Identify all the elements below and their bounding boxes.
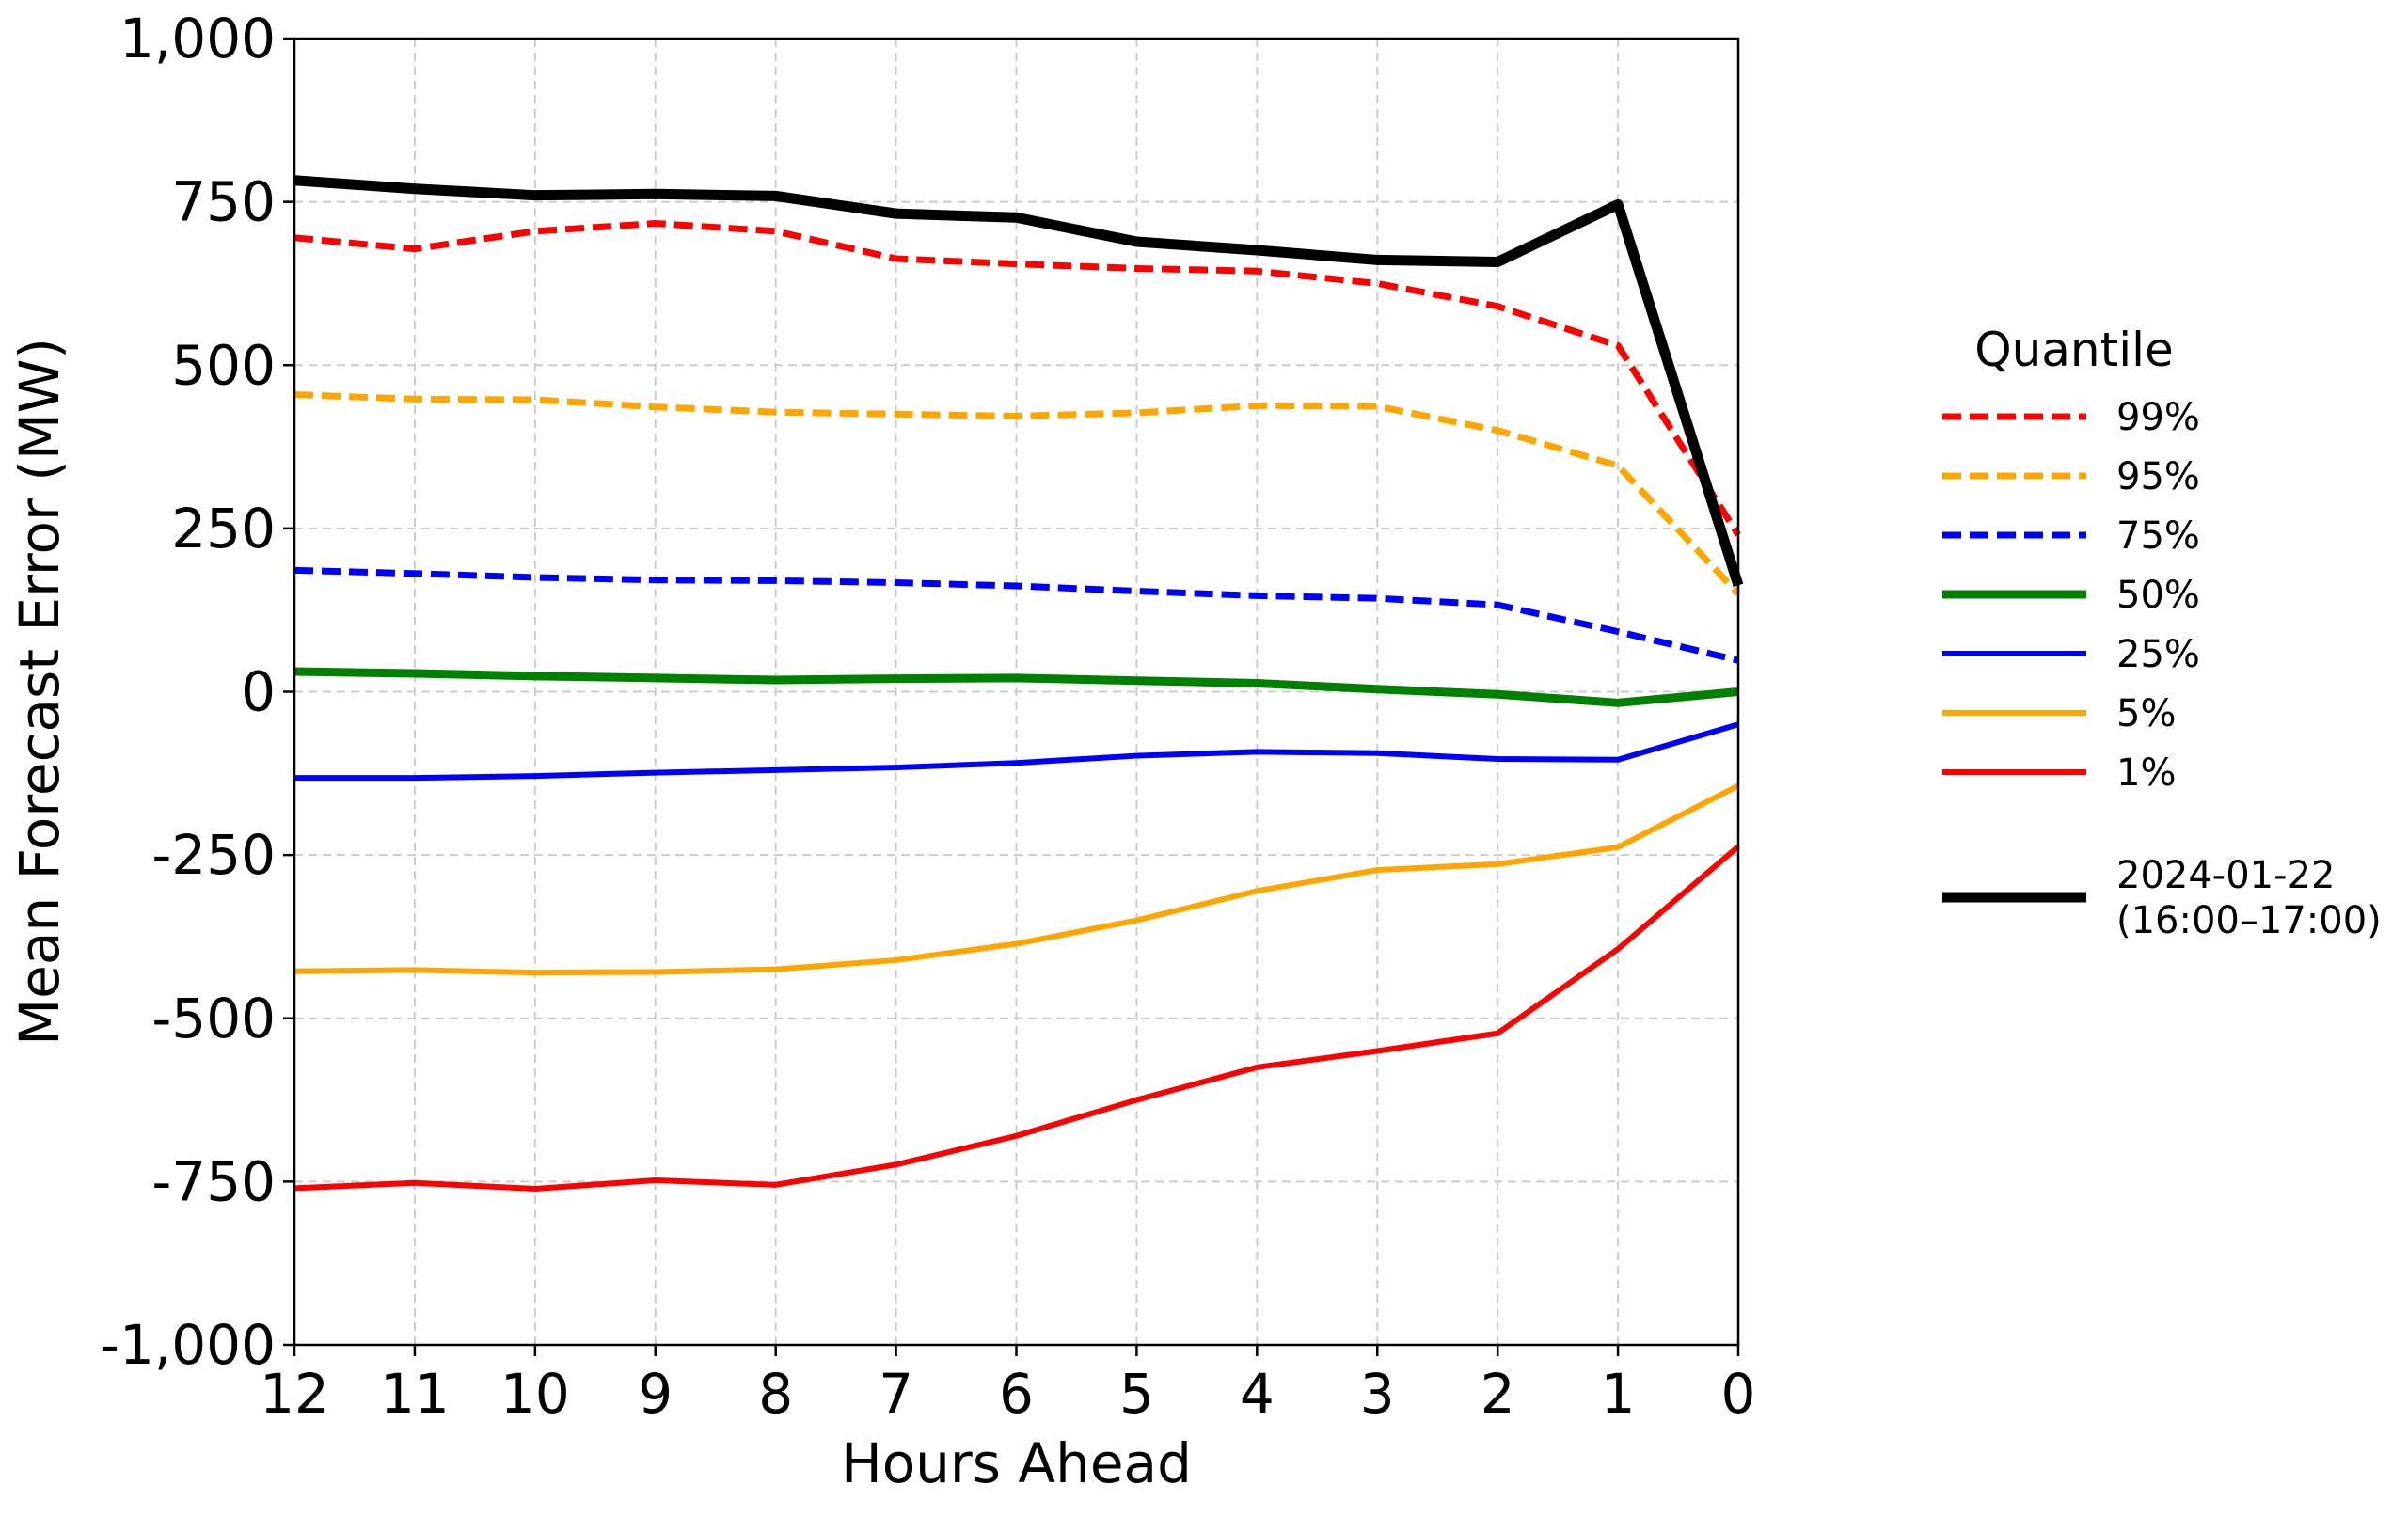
x-tick-label: 7 <box>879 1362 913 1426</box>
legend-label-0: 99% <box>2116 396 2200 439</box>
y-tick-label: -500 <box>151 987 276 1051</box>
y-axis-label: Mean Forecast Error (MW) <box>8 338 71 1046</box>
x-tick-label: 3 <box>1360 1362 1395 1426</box>
series-line-2 <box>293 566 1739 664</box>
series-line-0 <box>293 220 1741 537</box>
x-tick-label: 0 <box>1721 1362 1756 1426</box>
series-line-3 <box>293 667 1739 707</box>
legend-label-6: 1% <box>2116 751 2176 795</box>
x-tick-label: 1 <box>1601 1362 1636 1426</box>
y-tick-label: 500 <box>171 333 276 397</box>
legend-title: Quantile <box>1974 323 2174 377</box>
y-tick-label: -250 <box>151 823 276 887</box>
x-tick-label: 6 <box>999 1362 1034 1426</box>
x-axis: 12 11 10 9 8 7 6 5 4 3 2 1 0 <box>260 1345 1755 1426</box>
x-tick-label: 4 <box>1240 1362 1275 1426</box>
series-lines <box>293 175 1744 1193</box>
y-tick-label: 0 <box>241 660 276 724</box>
series-line-7 <box>293 175 1744 587</box>
series-line-1 <box>293 391 1741 596</box>
x-tick-label: 10 <box>500 1362 570 1426</box>
legend-label-7: 2024-01-22 (16:00–17:00) <box>2116 854 2382 942</box>
y-tick-label: -1,000 <box>100 1313 276 1377</box>
grid-lines <box>293 38 1739 1346</box>
y-tick-label: -750 <box>151 1149 276 1213</box>
x-tick-label: 9 <box>638 1362 673 1426</box>
y-axis: 1,000 750 500 250 0 -250 -500 -750 -1,000 <box>100 7 294 1377</box>
legend-label-3: 50% <box>2116 574 2200 617</box>
legend-label-4: 25% <box>2116 633 2200 676</box>
x-tick-label: 12 <box>260 1362 329 1426</box>
series-line-5 <box>293 782 1740 976</box>
series-line-6 <box>293 844 1740 1193</box>
x-tick-label: 11 <box>380 1362 450 1426</box>
legend-label-2: 75% <box>2116 514 2200 558</box>
y-tick-label: 250 <box>171 497 276 561</box>
legend-label-5: 5% <box>2116 692 2176 735</box>
x-tick-label: 2 <box>1481 1362 1515 1426</box>
legend-label-1: 95% <box>2116 455 2200 498</box>
series-line-4 <box>294 721 1739 782</box>
y-tick-label: 1,000 <box>119 7 276 71</box>
y-tick-label: 750 <box>171 170 276 234</box>
x-tick-label: 5 <box>1119 1362 1154 1426</box>
x-tick-label: 8 <box>758 1362 793 1426</box>
x-axis-label: Hours Ahead <box>841 1431 1192 1495</box>
legend: Quantile 99% 95% 75% 50% 25% 5% 1% 2024-01-22 (1… <box>1942 323 2382 942</box>
